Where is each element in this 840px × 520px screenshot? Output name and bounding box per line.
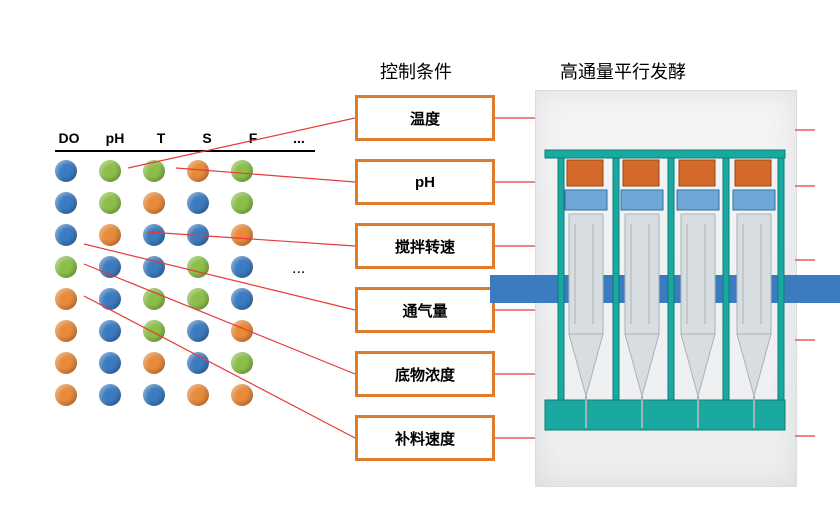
matrix-dot bbox=[231, 160, 253, 182]
matrix-row bbox=[55, 320, 315, 342]
conditions-title: 控制条件 bbox=[380, 58, 452, 84]
matrix-header: S bbox=[195, 130, 219, 146]
matrix-row bbox=[55, 160, 315, 182]
condition-box: 底物浓度 bbox=[355, 351, 495, 397]
matrix-dot bbox=[231, 384, 253, 406]
matrix-dot bbox=[143, 384, 165, 406]
matrix-dot bbox=[99, 384, 121, 406]
matrix-dot bbox=[143, 320, 165, 342]
matrix-header: DO bbox=[57, 130, 81, 146]
matrix-dot bbox=[55, 384, 77, 406]
matrix-dot bbox=[231, 288, 253, 310]
matrix-row bbox=[55, 192, 315, 214]
matrix-headers: DO pH T S F... bbox=[55, 130, 315, 146]
matrix-header: ... bbox=[287, 130, 311, 146]
matrix-row bbox=[55, 256, 315, 278]
matrix-header: T bbox=[149, 130, 173, 146]
matrix-dot bbox=[187, 224, 209, 246]
condition-box: 温度 bbox=[355, 95, 495, 141]
matrix-dot bbox=[231, 352, 253, 374]
matrix-dot bbox=[99, 224, 121, 246]
condition-box: 搅拌转速 bbox=[355, 223, 495, 269]
matrix-dot bbox=[143, 224, 165, 246]
matrix-dot bbox=[99, 320, 121, 342]
matrix-dot bbox=[55, 320, 77, 342]
matrix-row bbox=[55, 384, 315, 406]
matrix-dot bbox=[99, 352, 121, 374]
fermentor-title: 高通量平行发酵 bbox=[560, 58, 686, 84]
condition-column: 温度 pH 搅拌转速通气量底物浓度补料速度 bbox=[355, 95, 495, 461]
matrix-row bbox=[55, 224, 315, 246]
matrix-dot bbox=[231, 256, 253, 278]
blue-strip bbox=[490, 275, 840, 303]
matrix-dot bbox=[231, 320, 253, 342]
matrix-dot bbox=[55, 256, 77, 278]
matrix-dot bbox=[99, 160, 121, 182]
matrix-dot bbox=[187, 288, 209, 310]
matrix-dot bbox=[99, 192, 121, 214]
matrix-dot bbox=[99, 256, 121, 278]
matrix-dot bbox=[187, 384, 209, 406]
matrix-ellipsis: ... bbox=[292, 260, 305, 278]
matrix-dot bbox=[99, 288, 121, 310]
parameter-matrix: DO pH T S F... bbox=[55, 130, 315, 406]
condition-box: pH bbox=[355, 159, 495, 205]
condition-box: 补料速度 bbox=[355, 415, 495, 461]
matrix-dot bbox=[143, 192, 165, 214]
matrix-dot bbox=[187, 160, 209, 182]
matrix-dot bbox=[231, 192, 253, 214]
matrix-dot bbox=[143, 352, 165, 374]
matrix-dot bbox=[143, 256, 165, 278]
matrix-dot bbox=[143, 288, 165, 310]
matrix-dot bbox=[231, 224, 253, 246]
matrix-dot bbox=[187, 192, 209, 214]
matrix-row bbox=[55, 352, 315, 374]
matrix-dot bbox=[55, 160, 77, 182]
matrix-dot bbox=[55, 352, 77, 374]
matrix-dot bbox=[143, 160, 165, 182]
matrix-header: pH bbox=[103, 130, 127, 146]
matrix-dot bbox=[187, 352, 209, 374]
matrix-dot bbox=[55, 288, 77, 310]
diagram-root: 控制条件 高通量平行发酵 DO pH T S F... ... 温度 pH 搅拌转速通气量底… bbox=[0, 0, 840, 520]
matrix-dot bbox=[55, 224, 77, 246]
matrix-dot bbox=[187, 320, 209, 342]
matrix-dot bbox=[187, 256, 209, 278]
condition-box: 通气量 bbox=[355, 287, 495, 333]
matrix-divider bbox=[55, 150, 315, 152]
matrix-rows bbox=[55, 160, 315, 406]
matrix-dot bbox=[55, 192, 77, 214]
matrix-row bbox=[55, 288, 315, 310]
matrix-header: F bbox=[241, 130, 265, 146]
